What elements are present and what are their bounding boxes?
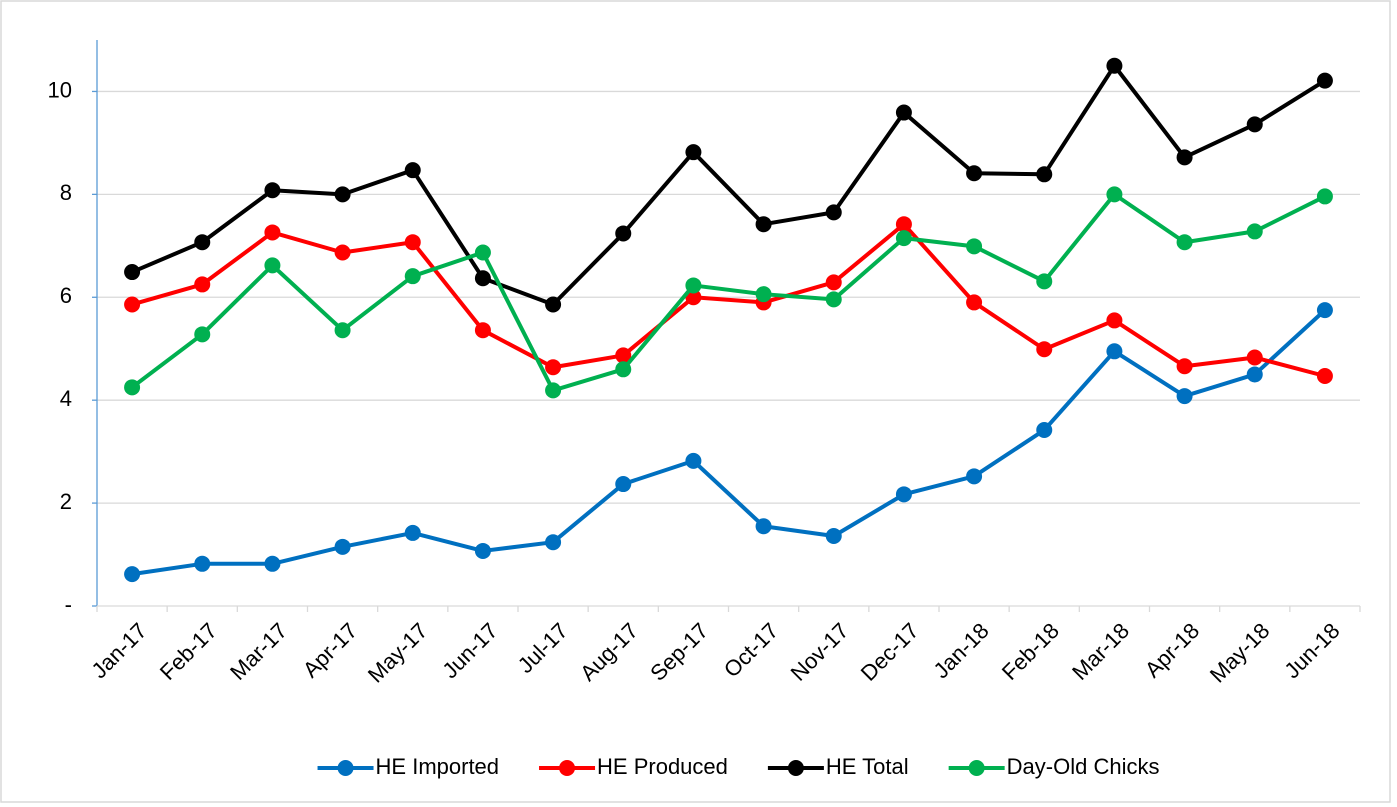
data-point: [545, 534, 562, 551]
data-point: [895, 230, 912, 247]
y-tick-label: 10: [48, 77, 72, 102]
data-point: [966, 468, 983, 485]
series-line: [131, 222, 1326, 378]
data-point: [1246, 349, 1263, 366]
legend-item: Day-Old Chicks: [948, 754, 1160, 779]
data-point: [825, 274, 842, 291]
data-point: [895, 486, 912, 503]
data-point: [966, 238, 983, 255]
data-point: [1316, 302, 1333, 319]
data-point: [474, 542, 491, 559]
data-point: [474, 244, 491, 261]
y-tick-label: 6: [60, 283, 72, 308]
data-point: [1176, 388, 1193, 405]
legend: HE Imported HE Produced HE Total Day-Old Ch…: [317, 754, 1160, 779]
data-point: [1036, 341, 1053, 358]
series-line: [131, 308, 1327, 577]
data-point: [264, 182, 281, 199]
data-point: [334, 322, 351, 339]
data-point: [1106, 186, 1123, 203]
data-point: [1176, 149, 1193, 166]
data-point: [1316, 367, 1333, 384]
legend-item: HE Imported: [317, 754, 500, 779]
data-point: [404, 524, 421, 541]
y-tick-label: 8: [60, 180, 72, 205]
data-point: [1316, 72, 1333, 89]
data-point: [1316, 188, 1333, 205]
data-point: [895, 216, 912, 233]
series-line: [131, 63, 1326, 307]
data-point: [194, 326, 211, 343]
legend-label: Day-Old Chicks: [1007, 754, 1160, 779]
data-point: [474, 322, 491, 339]
data-point: [1246, 223, 1263, 240]
data-point: [825, 291, 842, 308]
data-point: [895, 104, 912, 121]
data-point: [755, 518, 772, 535]
data-point: [334, 186, 351, 203]
data-point: [194, 276, 211, 293]
data-point: [825, 528, 842, 545]
legend-label: HE Total: [826, 754, 909, 779]
data-point: [966, 165, 983, 182]
data-point: [685, 144, 702, 161]
data-point: [264, 555, 281, 572]
data-point: [124, 566, 141, 583]
data-point: [404, 234, 421, 251]
data-point: [545, 382, 562, 399]
legend-marker: [787, 760, 804, 776]
legend-marker: [559, 760, 576, 776]
legend-label: HE Imported: [376, 754, 500, 779]
data-point: [1106, 343, 1123, 360]
data-point: [404, 268, 421, 285]
y-tick-label: 2: [60, 489, 72, 514]
data-point: [615, 225, 632, 242]
legend-marker: [968, 760, 985, 776]
data-point: [615, 361, 632, 378]
data-point: [474, 270, 491, 287]
data-point: [1106, 312, 1123, 329]
data-point: [194, 234, 211, 251]
legend-item: HE Total: [767, 754, 909, 779]
data-point: [334, 244, 351, 261]
legend-label: HE Produced: [597, 754, 728, 779]
legend-marker: [337, 760, 354, 776]
data-point: [264, 224, 281, 241]
data-point: [1036, 273, 1053, 290]
data-point: [755, 216, 772, 233]
data-point: [124, 379, 141, 396]
data-point: [1246, 116, 1263, 133]
data-point: [334, 538, 351, 555]
data-point: [124, 264, 141, 281]
data-point: [1036, 166, 1053, 183]
data-point: [124, 296, 141, 313]
data-point: [1176, 358, 1193, 375]
data-point: [685, 452, 702, 469]
data-point: [685, 277, 702, 294]
data-point: [615, 347, 632, 364]
data-point: [825, 204, 842, 221]
data-point: [1246, 366, 1263, 383]
series-line: [130, 192, 1326, 393]
legend-item: HE Produced: [539, 754, 728, 779]
data-point: [1106, 57, 1123, 74]
data-point: [264, 257, 281, 274]
data-point: [404, 162, 421, 179]
data-point: [545, 296, 562, 313]
data-point: [1036, 422, 1053, 439]
data-point: [194, 555, 211, 572]
data-point: [755, 286, 772, 303]
data-point: [545, 359, 562, 376]
data-point: [615, 476, 632, 493]
y-tick-label: -: [65, 592, 72, 617]
y-tick-label: 4: [60, 386, 72, 411]
data-point: [1176, 234, 1193, 251]
data-point: [966, 294, 983, 311]
